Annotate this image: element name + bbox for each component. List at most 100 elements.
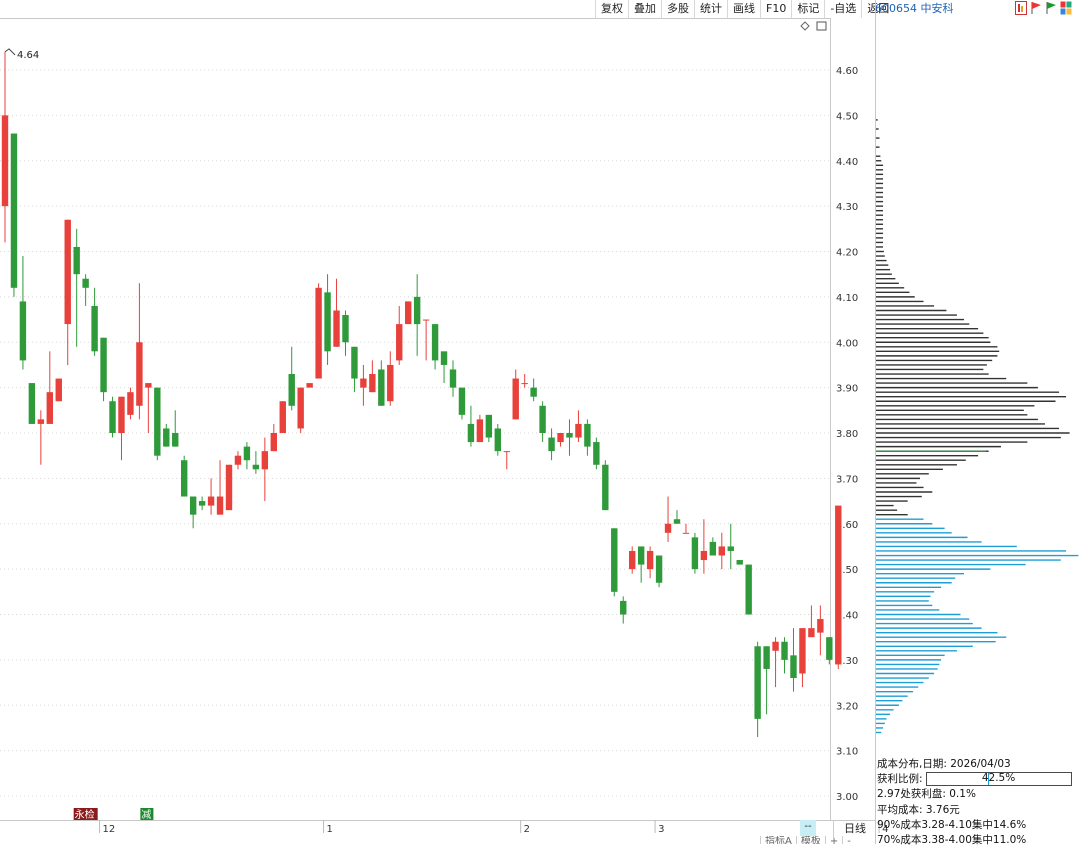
candle-body — [440, 351, 448, 365]
candle-body — [396, 324, 403, 361]
cost90-line: 90%成本3.28-4.10集中14.6% — [877, 818, 1027, 831]
candle-88 — [790, 628, 797, 692]
y-tick-0: 4.60 — [836, 66, 858, 77]
candle-body — [593, 442, 600, 465]
axis-toggle-button[interactable]: -- — [800, 820, 816, 836]
profit-ratio-bar: 42.5% — [925, 772, 1072, 787]
candle-body — [664, 523, 672, 533]
grid-icon[interactable] — [1060, 1, 1072, 15]
bottom-tab-1[interactable]: 模板 — [795, 836, 825, 844]
candle-72 — [646, 546, 654, 579]
candle-body — [413, 296, 421, 325]
candle-69 — [620, 596, 627, 624]
y-tick-5: 4.10 — [836, 293, 858, 304]
candle-9 — [82, 274, 89, 306]
candle-1 — [10, 133, 18, 297]
candle-37 — [333, 278, 340, 347]
candle-body — [1, 115, 9, 207]
flag-green-icon[interactable] — [1045, 1, 1057, 15]
y-tick-2: 4.40 — [836, 157, 858, 168]
candle-body — [216, 496, 224, 515]
candle-70 — [629, 546, 636, 574]
toolbar-button-8[interactable]: 返回 — [861, 0, 894, 18]
candle-body — [790, 655, 797, 679]
toolbar-button-0[interactable]: 复权 — [595, 0, 628, 18]
bottom-tab-2[interactable]: + — [824, 836, 842, 844]
candle-body — [431, 324, 439, 361]
candle-body — [646, 550, 654, 570]
candle-body — [530, 387, 537, 397]
y-tick-12: 3.40 — [836, 611, 858, 622]
period-selector[interactable]: 日线 — [833, 820, 876, 838]
cost-info-panel: 成本分布,日期: 2026/04/03 获利比例: 42.5% 2.97处获利盘:… — [877, 757, 1077, 848]
candle-13 — [118, 396, 125, 461]
candle-27 — [243, 442, 251, 470]
candle-body — [584, 423, 591, 447]
candle-body — [261, 451, 269, 470]
top-icons — [1015, 1, 1072, 15]
ratio-chart-icon[interactable] — [1015, 1, 1027, 15]
candle-44 — [396, 305, 403, 365]
candle-body — [575, 423, 582, 438]
candle-body — [422, 319, 430, 321]
candle-55 — [494, 423, 501, 456]
candle-20 — [181, 455, 188, 497]
candle-body — [736, 560, 743, 565]
candle-body — [629, 550, 636, 570]
candle-23 — [207, 478, 215, 515]
y-tick-13: 3.30 — [836, 656, 858, 667]
candle-body — [691, 537, 699, 570]
toolbar-button-5[interactable]: F10 — [760, 0, 791, 18]
candle-14 — [127, 387, 134, 420]
candle-66 — [593, 437, 600, 470]
toolbar-button-7[interactable]: -自选 — [824, 0, 861, 18]
candle-body — [763, 646, 770, 669]
bottom-tab-3[interactable]: - — [842, 836, 855, 844]
candle-body — [279, 401, 286, 433]
candle-22 — [198, 496, 206, 511]
stock-title[interactable]: 600654 中安科 — [875, 0, 954, 18]
candle-85 — [763, 646, 770, 715]
candle-92 — [826, 637, 833, 665]
flag-red-icon[interactable] — [1030, 1, 1042, 15]
toolbar-button-2[interactable]: 多股 — [661, 0, 694, 18]
candle-59 — [530, 378, 537, 402]
bottom-tab-0[interactable]: 指标A — [760, 836, 796, 844]
candle-68 — [611, 528, 618, 597]
candle-body — [234, 455, 242, 465]
candle-0 — [1, 51, 9, 243]
candle-10 — [91, 287, 98, 356]
candle-58 — [521, 374, 528, 388]
candle-body — [342, 315, 349, 343]
candle-body — [476, 419, 484, 443]
toolbar-button-6[interactable]: 标记 — [791, 0, 824, 18]
toolbar-button-4[interactable]: 画线 — [727, 0, 760, 18]
candle-56 — [503, 451, 510, 470]
candle-5 — [46, 351, 53, 424]
profit-ratio-value: 42.5% — [981, 772, 1016, 785]
candle-49 — [440, 351, 448, 384]
toolbar-button-1[interactable]: 叠加 — [628, 0, 661, 18]
candle-body — [387, 364, 394, 402]
candle-34 — [306, 383, 313, 388]
candle-52 — [467, 405, 475, 447]
candle-body — [82, 278, 89, 288]
candle-75 — [673, 510, 681, 524]
candle-50 — [449, 360, 457, 397]
candle-62 — [557, 433, 564, 447]
candle-body — [243, 446, 251, 461]
candle-29 — [261, 437, 269, 502]
candle-body — [620, 600, 627, 615]
candle-2 — [19, 256, 27, 370]
x-tick-label-1: 1 — [327, 824, 333, 835]
toolbar-button-3[interactable]: 统计 — [694, 0, 727, 18]
candle-body — [826, 637, 833, 660]
candle-6 — [55, 378, 62, 402]
event-marker-label: 永检 — [75, 808, 95, 821]
candle-8 — [73, 228, 80, 347]
candle-body — [172, 433, 179, 447]
candle-body — [360, 378, 367, 388]
y-tick-3: 4.30 — [836, 202, 858, 213]
y-tick-1: 4.50 — [836, 111, 858, 122]
